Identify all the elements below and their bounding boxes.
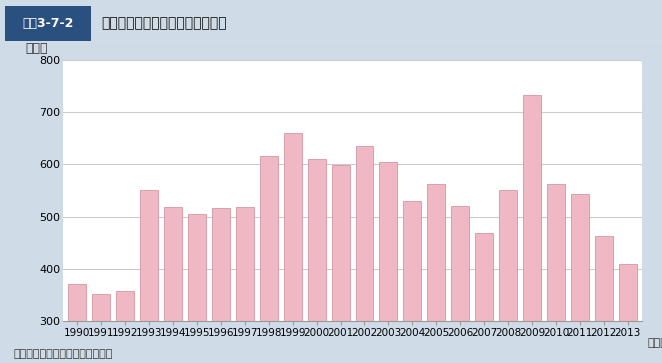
Bar xyxy=(140,190,158,363)
Bar xyxy=(403,200,421,363)
Bar xyxy=(571,194,589,363)
Bar xyxy=(68,284,86,363)
Bar xyxy=(332,165,350,363)
Bar xyxy=(547,184,565,363)
Bar xyxy=(188,214,206,363)
Text: （件）: （件） xyxy=(25,42,48,55)
Bar xyxy=(164,207,182,363)
Bar xyxy=(427,184,446,363)
Bar xyxy=(499,190,517,363)
Text: 図表3-7-2: 図表3-7-2 xyxy=(23,17,74,30)
Text: （年）: （年） xyxy=(648,338,662,348)
Bar xyxy=(284,133,302,363)
Bar xyxy=(355,146,373,363)
Bar xyxy=(451,206,469,363)
Bar xyxy=(92,294,110,363)
Text: 労働争議調整事件の新規係属件数: 労働争議調整事件の新規係属件数 xyxy=(101,17,227,30)
Bar xyxy=(308,159,326,363)
Bar xyxy=(212,208,230,363)
Bar xyxy=(379,162,397,363)
Bar xyxy=(475,233,493,363)
Bar xyxy=(619,264,637,363)
Bar xyxy=(523,95,541,363)
Bar xyxy=(595,236,613,363)
Bar xyxy=(260,156,278,363)
Text: 資料：中央労働委員会事務局調べ: 資料：中央労働委員会事務局調べ xyxy=(13,349,113,359)
Bar xyxy=(236,207,254,363)
Bar xyxy=(116,291,134,363)
FancyBboxPatch shape xyxy=(5,6,91,41)
